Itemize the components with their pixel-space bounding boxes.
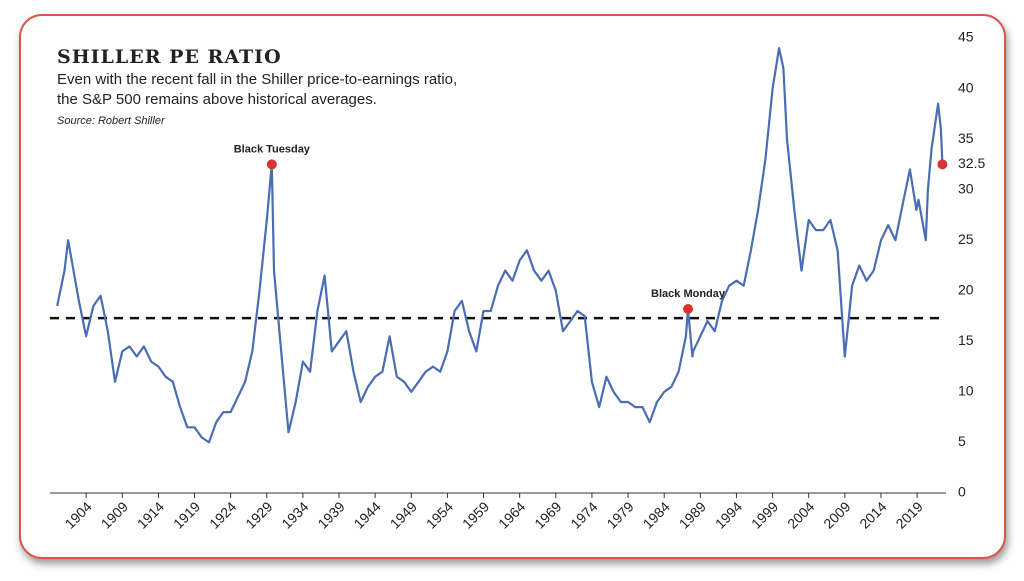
y-tick-label: 25 — [958, 231, 974, 247]
y-tick-label: 0 — [958, 484, 966, 500]
annotation-label: 32.5 — [958, 155, 985, 171]
y-tick-label: 20 — [958, 281, 974, 297]
annotation-marker — [683, 303, 694, 314]
y-tick-label: 30 — [958, 180, 974, 196]
annotation-label: Black Monday — [651, 288, 726, 300]
subtitle: Even with the recent fall in the Shiller… — [57, 71, 457, 88]
y-tick-label: 5 — [958, 433, 966, 449]
frame — [19, 14, 1006, 559]
source: Source: Robert Shiller — [57, 115, 166, 127]
subtitle: the S&P 500 remains above historical ave… — [57, 91, 377, 108]
y-tick-label: 40 — [958, 79, 974, 95]
data-line — [56, 47, 944, 444]
annotation-label: Black Tuesday — [234, 143, 311, 155]
chart-title: SHILLER PE RATIO — [57, 46, 282, 68]
y-tick-label: 10 — [958, 383, 974, 399]
y-tick-label: 15 — [958, 332, 974, 348]
y-tick-label: 45 — [958, 29, 974, 45]
annotation-marker — [937, 159, 948, 170]
y-tick-label: 35 — [958, 130, 974, 146]
annotation-marker — [266, 159, 277, 170]
